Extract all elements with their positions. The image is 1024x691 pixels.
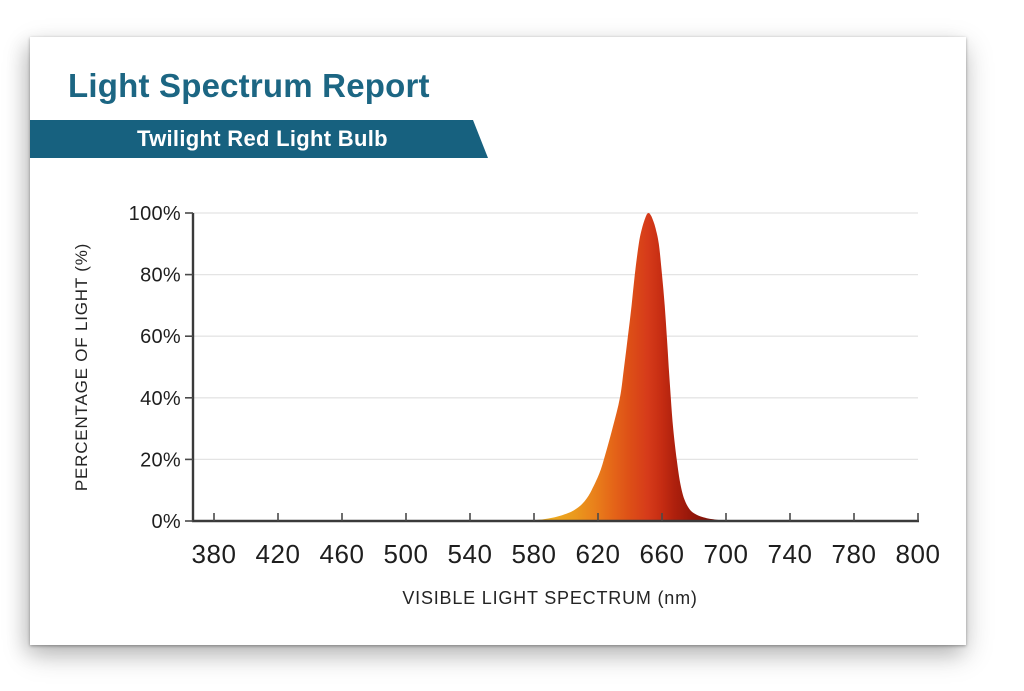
report-card: Light Spectrum Report Twilight Red Light… (30, 37, 966, 645)
spectrum-chart: 0% 20% 40% 60% 80% 100% 380 420 460 500 540 580 620 6… (129, 203, 941, 569)
x-tick-label: 800 (896, 539, 941, 569)
x-tick-label: 780 (832, 539, 877, 569)
y-tick-label: 0% (151, 511, 181, 533)
x-tick-label: 740 (768, 539, 813, 569)
product-banner: Twilight Red Light Bulb (30, 120, 488, 158)
x-axis-title: VISIBLE LIGHT SPECTRUM (nm) (402, 588, 698, 608)
x-tick-label: 540 (448, 539, 493, 569)
x-tick-label: 380 (192, 539, 237, 569)
y-tick-label: 20% (140, 449, 181, 471)
y-tick-label: 60% (140, 326, 181, 348)
y-axis-title: PERCENTAGE OF LIGHT (%) (72, 242, 91, 492)
x-tick-label: 500 (384, 539, 429, 569)
product-banner-label: Twilight Red Light Bulb (137, 126, 388, 151)
spectrum-area (524, 212, 739, 522)
y-tick-label: 80% (140, 265, 181, 287)
page-title: Light Spectrum Report (68, 67, 430, 104)
x-tick-label: 580 (512, 539, 557, 569)
y-tick-label: 100% (129, 203, 181, 225)
y-tick-label: 40% (140, 388, 181, 410)
x-tick-label: 460 (320, 539, 365, 569)
x-tick-label: 660 (640, 539, 685, 569)
x-tick-label: 620 (576, 539, 621, 569)
x-tick-label: 700 (704, 539, 749, 569)
x-tick-label: 420 (256, 539, 301, 569)
